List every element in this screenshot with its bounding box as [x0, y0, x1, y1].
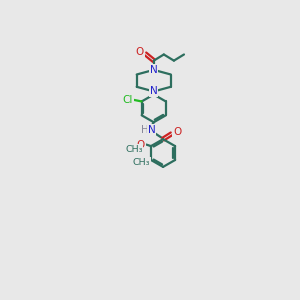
- Text: CH₃: CH₃: [125, 145, 143, 154]
- Text: N: N: [150, 86, 158, 96]
- Text: N: N: [148, 125, 155, 135]
- Text: Cl: Cl: [122, 95, 133, 105]
- Text: H: H: [141, 125, 149, 135]
- Text: O: O: [136, 47, 144, 57]
- Text: O: O: [137, 140, 145, 150]
- Text: O: O: [173, 127, 181, 137]
- Text: CH₃: CH₃: [133, 158, 150, 167]
- Text: N: N: [150, 65, 158, 75]
